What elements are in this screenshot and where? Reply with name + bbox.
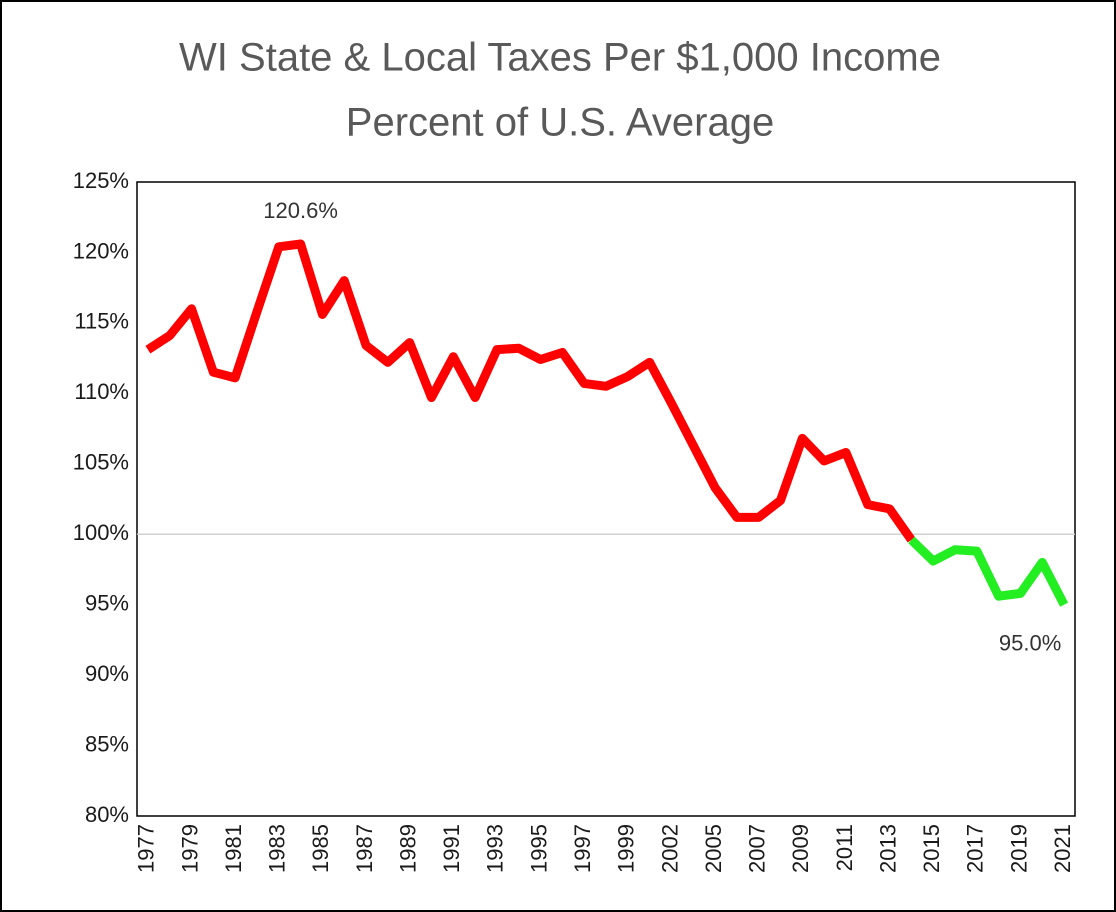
x-tick-label: 2013 xyxy=(875,824,900,873)
y-tick-label: 120% xyxy=(73,238,129,263)
x-tick-label: 1987 xyxy=(352,824,377,873)
plot-area xyxy=(136,181,1076,817)
x-tick-label: 2005 xyxy=(701,824,726,873)
x-tick-label: 2009 xyxy=(788,824,813,873)
y-tick-label: 90% xyxy=(85,661,129,686)
x-tick-label: 2007 xyxy=(745,824,770,873)
x-tick-label: 2019 xyxy=(1006,824,1031,873)
x-tick-label: 2011 xyxy=(832,824,857,871)
x-tick-label: 1993 xyxy=(483,824,508,873)
x-tick-label: 1997 xyxy=(570,824,595,873)
x-tick-label: 1995 xyxy=(526,824,551,873)
x-tick-label: 1977 xyxy=(134,824,159,873)
annotation: 95.0% xyxy=(999,630,1061,655)
chart-title: WI State & Local Taxes Per $1,000 Income xyxy=(179,36,941,80)
line-series xyxy=(908,536,1069,607)
x-tick-label: 1985 xyxy=(308,824,333,873)
line-series xyxy=(145,239,916,543)
x-tick-label: 1979 xyxy=(177,824,202,873)
x-tick-label: 2015 xyxy=(919,824,944,873)
y-tick-label: 105% xyxy=(73,450,129,475)
x-tick-label: 2017 xyxy=(963,824,988,873)
x-tick-label: 1983 xyxy=(265,824,290,873)
x-tick-label: 2021 xyxy=(1050,824,1075,873)
y-tick-label: 95% xyxy=(85,590,129,615)
x-tick-label: 1981 xyxy=(221,824,246,873)
y-tick-label: 115% xyxy=(74,309,129,334)
y-tick-label: 125% xyxy=(73,168,129,193)
x-tick-label: 1999 xyxy=(614,824,639,873)
x-tick-label: 2002 xyxy=(657,824,682,873)
x-tick-label: 1991 xyxy=(439,824,464,873)
x-tick-label: 1989 xyxy=(395,824,420,873)
y-tick-label: 85% xyxy=(85,731,129,756)
annotation: 120.6% xyxy=(263,198,338,223)
y-tick-label: 110% xyxy=(74,379,129,404)
y-tick-label: 80% xyxy=(85,802,129,827)
y-tick-label: 100% xyxy=(73,520,129,545)
chart-subtitle: Percent of U.S. Average xyxy=(346,101,774,145)
